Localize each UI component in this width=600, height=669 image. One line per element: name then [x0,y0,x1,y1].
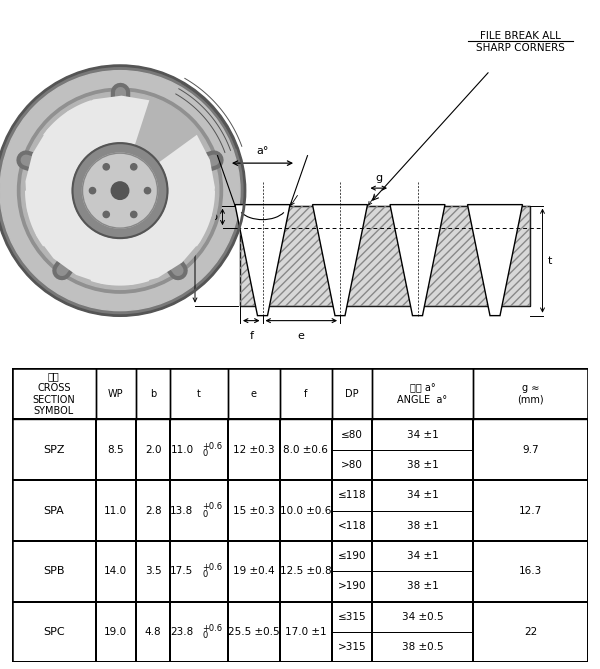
Text: SPA: SPA [43,506,64,516]
Text: WP: WP [108,389,124,399]
Circle shape [111,182,129,199]
Text: ≤190: ≤190 [338,551,366,561]
Text: >315: >315 [338,642,366,652]
Text: 38 ±1: 38 ±1 [407,520,438,531]
Circle shape [21,92,219,290]
Text: 15 ±0.3: 15 ±0.3 [233,506,275,516]
Text: SPB: SPB [43,566,65,576]
Text: 17.0 ±1: 17.0 ±1 [285,627,326,637]
Text: 12.7: 12.7 [519,506,542,516]
Text: 19 ±0.4: 19 ±0.4 [233,566,275,576]
Text: +0.6: +0.6 [202,502,222,512]
Text: 17.5: 17.5 [170,566,193,576]
Text: DP: DP [345,389,359,399]
Text: 11.0: 11.0 [104,506,127,516]
Text: 2.8: 2.8 [145,506,161,516]
Text: 38 ±1: 38 ±1 [407,581,438,591]
Text: 34 ±0.5: 34 ±0.5 [401,611,443,622]
Polygon shape [148,191,215,246]
Polygon shape [43,100,109,170]
Text: 22: 22 [524,627,537,637]
Text: +0.6: +0.6 [202,442,222,451]
Text: 23.8: 23.8 [170,627,193,637]
Text: <118: <118 [338,520,366,531]
Text: 3.5: 3.5 [145,566,161,576]
Text: 0: 0 [202,510,208,518]
Text: WP: WP [254,222,271,232]
Circle shape [103,164,109,170]
Text: 14.0: 14.0 [104,566,127,576]
Text: b: b [211,212,218,222]
Text: b: b [150,389,156,399]
Polygon shape [467,205,523,316]
Polygon shape [25,191,92,246]
Text: 12.5 ±0.8: 12.5 ±0.8 [280,566,332,576]
Text: 38 ±0.5: 38 ±0.5 [401,642,443,652]
Text: FILE BREAK ALL: FILE BREAK ALL [479,31,560,41]
Text: SHARP CORNERS: SHARP CORNERS [476,43,565,53]
Text: 38 ±1: 38 ±1 [407,460,438,470]
Text: 34 ±1: 34 ±1 [407,490,438,500]
Circle shape [83,153,157,228]
Circle shape [131,164,137,170]
Text: 10.0 ±0.6: 10.0 ±0.6 [280,506,331,516]
Circle shape [131,211,137,217]
Circle shape [0,71,240,310]
Text: 11.0: 11.0 [170,445,193,455]
Polygon shape [25,96,215,285]
Polygon shape [240,205,530,306]
Text: 2.0: 2.0 [145,445,161,455]
Text: t: t [197,389,201,399]
Text: 19.0: 19.0 [104,627,127,637]
Text: 16.3: 16.3 [519,566,542,576]
Text: 8.0 ±0.6: 8.0 ±0.6 [283,445,328,455]
Circle shape [0,66,245,316]
Polygon shape [235,205,290,316]
Text: 0: 0 [202,570,208,579]
Text: 34 ±1: 34 ±1 [407,429,438,440]
Text: e: e [298,330,305,341]
Text: 角度 a°
ANGLE  a°: 角度 a° ANGLE a° [397,383,448,405]
Text: f: f [249,330,253,341]
Text: +0.6: +0.6 [202,563,222,572]
Circle shape [103,211,109,217]
Text: 34 ±1: 34 ±1 [407,551,438,561]
Text: >190: >190 [338,581,366,591]
Text: 9.7: 9.7 [522,445,539,455]
Text: 25.5 ±0.5: 25.5 ±0.5 [228,627,280,637]
Text: 0: 0 [202,449,208,458]
Polygon shape [313,205,367,316]
Text: f: f [304,389,307,399]
Circle shape [89,187,95,194]
Text: +0.6: +0.6 [202,624,222,633]
Text: a°: a° [256,146,269,156]
Text: g: g [375,173,382,183]
Text: >80: >80 [341,460,363,470]
Circle shape [73,143,167,238]
Circle shape [17,88,223,293]
Text: ≤118: ≤118 [338,490,366,500]
Text: 0: 0 [202,631,208,640]
Polygon shape [390,205,445,316]
Text: DP: DP [179,248,189,264]
Polygon shape [91,224,149,286]
Text: 12 ±0.3: 12 ±0.3 [233,445,275,455]
Text: SPZ: SPZ [43,445,65,455]
Text: f: f [198,193,202,203]
Text: 槽形
CROSS
SECTION
SYMBOL: 槽形 CROSS SECTION SYMBOL [32,371,75,416]
Text: t: t [548,256,552,266]
Text: 13.8: 13.8 [170,506,193,516]
Text: ≤315: ≤315 [338,611,366,622]
Text: 4.8: 4.8 [145,627,161,637]
Text: 8.5: 8.5 [107,445,124,455]
Text: g ≈
(mm): g ≈ (mm) [517,383,544,405]
Circle shape [145,187,151,194]
Text: e: e [251,389,257,399]
Text: SPC: SPC [43,627,65,637]
Text: ≤80: ≤80 [341,429,363,440]
